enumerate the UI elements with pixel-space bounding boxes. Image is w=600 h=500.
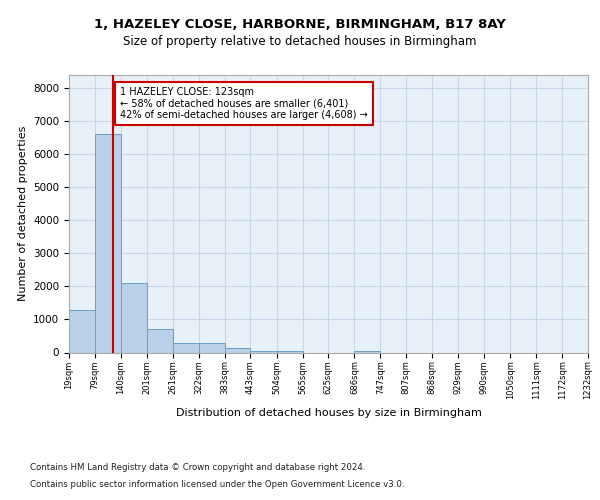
Text: 1, HAZELEY CLOSE, HARBORNE, BIRMINGHAM, B17 8AY: 1, HAZELEY CLOSE, HARBORNE, BIRMINGHAM, … xyxy=(94,18,506,30)
Bar xyxy=(95,134,121,352)
Text: Contains HM Land Registry data © Crown copyright and database right 2024.: Contains HM Land Registry data © Crown c… xyxy=(30,462,365,471)
Text: Size of property relative to detached houses in Birmingham: Size of property relative to detached ho… xyxy=(123,35,477,48)
Bar xyxy=(355,350,380,352)
Y-axis label: Number of detached properties: Number of detached properties xyxy=(17,126,28,302)
Bar xyxy=(277,350,302,352)
Text: Contains public sector information licensed under the Open Government Licence v3: Contains public sector information licen… xyxy=(30,480,404,489)
Text: 1 HAZELEY CLOSE: 123sqm
← 58% of detached houses are smaller (6,401)
42% of semi: 1 HAZELEY CLOSE: 123sqm ← 58% of detache… xyxy=(120,86,368,120)
Bar xyxy=(121,283,147,352)
Bar xyxy=(173,342,199,352)
Bar xyxy=(250,350,277,352)
Bar xyxy=(199,342,225,352)
Text: Distribution of detached houses by size in Birmingham: Distribution of detached houses by size … xyxy=(176,408,482,418)
Bar xyxy=(225,348,250,352)
Bar xyxy=(147,330,173,352)
Bar xyxy=(69,310,95,352)
